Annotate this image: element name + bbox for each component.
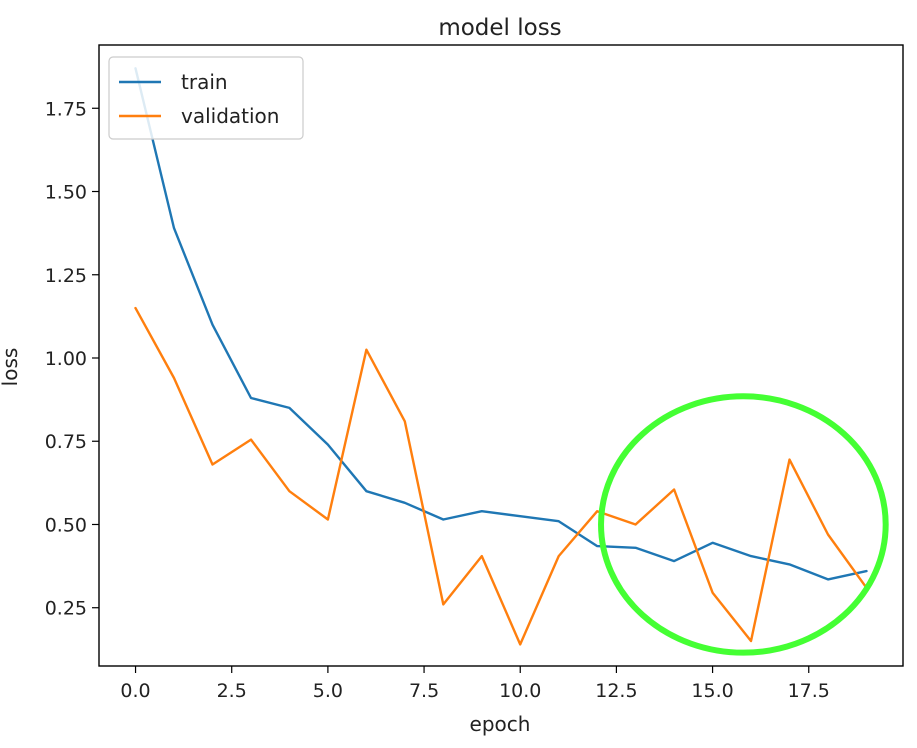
- y-axis-title: loss: [0, 348, 22, 387]
- legend-box: [108, 56, 304, 140]
- series-line-validation: [134, 306, 868, 646]
- y-tick-label: 1.50: [45, 182, 87, 204]
- x-tick-label: 10.0: [499, 680, 541, 702]
- x-tick-label: 5.0: [313, 680, 343, 702]
- y-tick-label: 1.00: [45, 348, 87, 370]
- y-tick-label: 1.25: [45, 265, 87, 287]
- y-tick-label: 0.50: [45, 514, 87, 536]
- x-axis-title: epoch: [470, 712, 531, 736]
- plot-frame: [98, 44, 904, 667]
- plot-area: 0.0 2.5 5.0 7.5 10.0 12.5 15.0 17.5 0.25 0.50 0.75…: [45, 67, 889, 702]
- x-tick-label: 17.5: [788, 680, 830, 702]
- y-tick-label: 0.25: [45, 598, 87, 620]
- chart-title: model loss: [438, 15, 561, 41]
- x-tick-label: 12.5: [595, 680, 637, 702]
- x-tick-label: 7.5: [409, 680, 439, 702]
- y-tick-label: 1.75: [45, 98, 87, 120]
- series-line-train: [134, 67, 868, 581]
- legend-label-validation: validation: [181, 104, 279, 128]
- x-tick-label: 0.0: [120, 680, 150, 702]
- x-tick-label: 15.0: [691, 680, 733, 702]
- legend: train validation: [108, 56, 304, 140]
- y-tick-label: 0.75: [45, 431, 87, 453]
- x-tick-label: 2.5: [217, 680, 247, 702]
- highlight-ellipse: [598, 393, 889, 656]
- legend-label-train: train: [181, 70, 228, 94]
